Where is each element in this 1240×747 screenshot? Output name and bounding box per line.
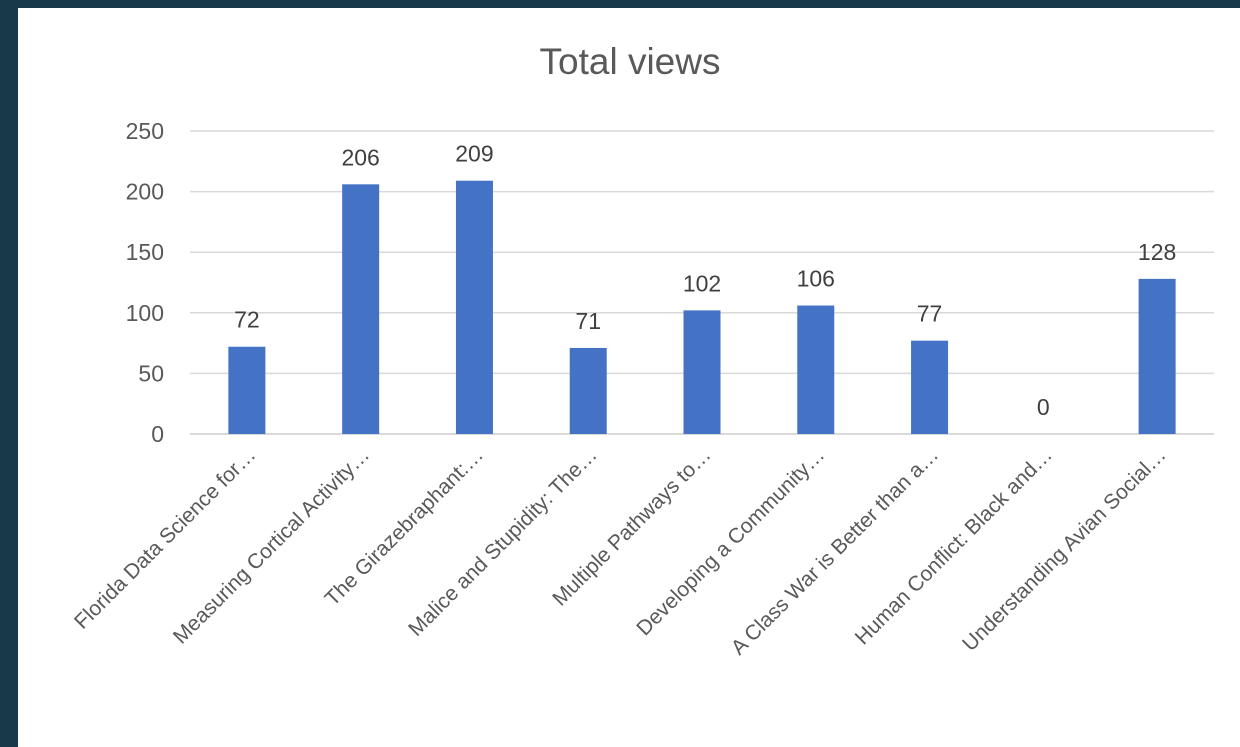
data-label: 77: [917, 301, 943, 327]
bar: [455, 180, 493, 434]
y-tick-label: 250: [126, 118, 164, 144]
x-tick-label: Developing a Community…: [632, 443, 829, 640]
x-tick-label: A Class War is Better than a…: [727, 443, 943, 659]
y-tick-label: 200: [126, 179, 164, 205]
y-tick-label: 150: [126, 239, 164, 265]
bar-chart: Total views 0 50 100 150 200 250 72 206 209 71 10…: [70, 41, 1214, 660]
data-label: 206: [341, 144, 379, 170]
data-label: 71: [575, 308, 601, 334]
data-label: 128: [1138, 239, 1176, 265]
data-label: 106: [797, 266, 835, 292]
chart-title: Total views: [540, 41, 721, 82]
data-labels: 72 206 209 71 102 106 77 0 128: [234, 141, 1176, 420]
data-label: 0: [1037, 394, 1050, 420]
y-tick-label: 50: [138, 360, 164, 386]
bar: [228, 346, 266, 434]
x-tick-label: Human Conflict: Black and…: [851, 443, 1057, 649]
data-label: 209: [455, 141, 493, 167]
x-tick-label: Malice and Stupidity: The…: [404, 443, 602, 641]
bar: [1138, 278, 1176, 434]
x-tick-label: Measuring Cortical Activity…: [169, 443, 374, 648]
bars: [228, 180, 1176, 434]
bar: [911, 340, 949, 434]
bar: [342, 184, 380, 434]
data-label: 102: [683, 270, 721, 296]
x-axis-labels: Florida Data Science for…Measuring Corti…: [70, 443, 1171, 659]
bar: [569, 347, 607, 434]
bar: [683, 310, 721, 434]
chart-area: Total views 0 50 100 150 200 250 72 206 209 71 10…: [18, 8, 1240, 747]
x-tick-label: Understanding Avian Social…: [958, 443, 1170, 655]
data-label: 72: [234, 307, 260, 333]
y-axis-ticks: 0 50 100 150 200 250: [126, 118, 164, 447]
y-tick-label: 0: [151, 421, 164, 447]
y-tick-label: 100: [126, 300, 164, 326]
x-tick-label: Florida Data Science for…: [70, 443, 260, 633]
bar: [797, 305, 835, 434]
